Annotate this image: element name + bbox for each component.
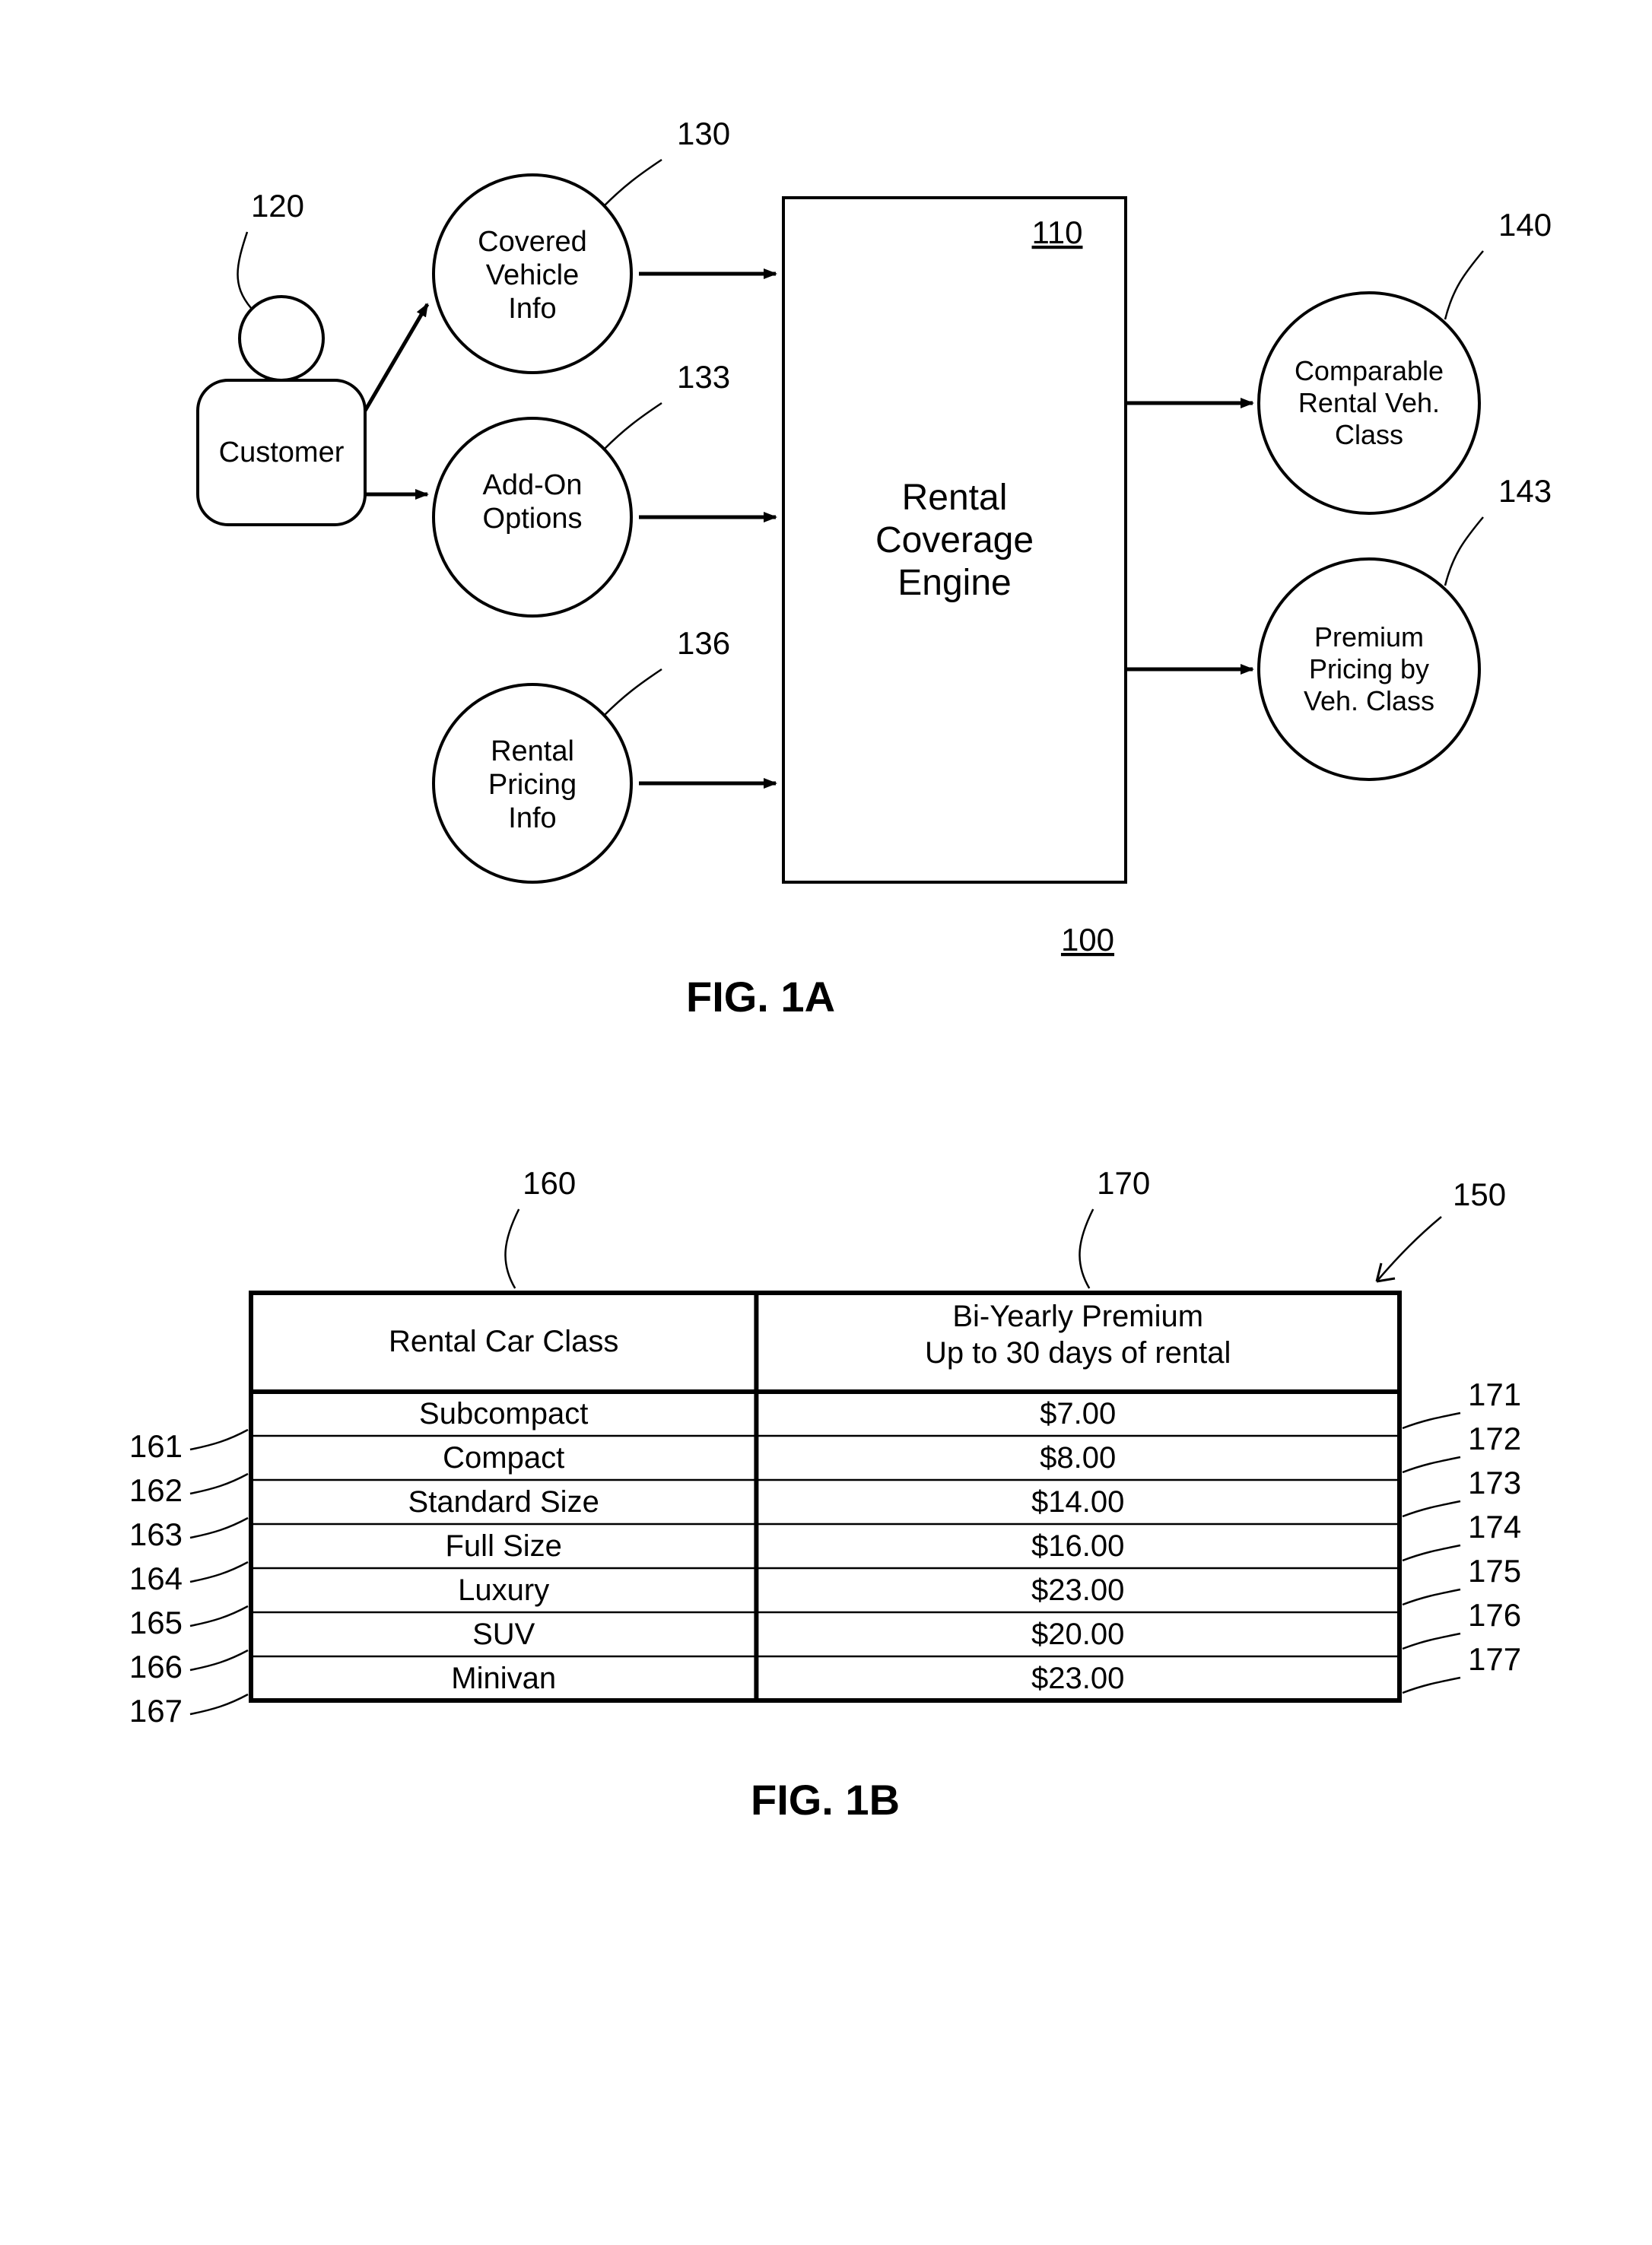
svg-text:PremiumPricing byVeh. Class: PremiumPricing byVeh. Class [1304, 621, 1434, 716]
svg-text:RentalPricingInfo: RentalPricingInfo [488, 735, 577, 834]
svg-text:Subcompact: Subcompact [419, 1397, 588, 1431]
svg-text:150: 150 [1453, 1176, 1506, 1212]
svg-text:FIG. 1A: FIG. 1A [686, 973, 835, 1021]
figure-1a: 110 RentalCoverageEngine 100 Customer 120 Cov… [198, 116, 1552, 1021]
svg-text:CoveredVehicleInfo: CoveredVehicleInfo [478, 226, 587, 325]
svg-text:$16.00: $16.00 [1031, 1529, 1124, 1563]
svg-text:$7.00: $7.00 [1040, 1397, 1116, 1431]
svg-text:Add-OnOptions: Add-OnOptions [483, 469, 583, 535]
svg-text:163: 163 [129, 1516, 183, 1552]
svg-text:177: 177 [1468, 1641, 1521, 1677]
svg-text:133: 133 [677, 359, 730, 395]
svg-text:165: 165 [129, 1605, 183, 1640]
svg-text:162: 162 [129, 1472, 183, 1508]
svg-text:140: 140 [1498, 207, 1552, 243]
svg-text:$8.00: $8.00 [1040, 1441, 1116, 1475]
svg-text:SUV: SUV [472, 1618, 535, 1651]
svg-text:Full Size: Full Size [446, 1529, 562, 1563]
svg-text:Standard Size: Standard Size [408, 1485, 599, 1519]
svg-text:Luxury: Luxury [458, 1573, 549, 1607]
svg-text:100: 100 [1061, 922, 1114, 957]
svg-text:130: 130 [677, 116, 730, 151]
svg-text:176: 176 [1468, 1597, 1521, 1633]
svg-text:161: 161 [129, 1428, 183, 1464]
svg-text:$20.00: $20.00 [1031, 1618, 1124, 1651]
figure-1b: Rental Car Class Bi-Yearly PremiumUp to 3… [129, 1165, 1521, 1824]
svg-text:143: 143 [1498, 473, 1552, 509]
svg-text:174: 174 [1468, 1509, 1521, 1545]
svg-text:166: 166 [129, 1649, 183, 1685]
svg-text:RentalCoverageEngine: RentalCoverageEngine [875, 478, 1034, 603]
svg-text:164: 164 [129, 1561, 183, 1596]
svg-text:171: 171 [1468, 1377, 1521, 1412]
svg-text:167: 167 [129, 1693, 183, 1729]
svg-text:172: 172 [1468, 1421, 1521, 1456]
svg-text:175: 175 [1468, 1553, 1521, 1589]
svg-text:$23.00: $23.00 [1031, 1573, 1124, 1607]
svg-text:160: 160 [523, 1165, 576, 1201]
svg-text:170: 170 [1097, 1165, 1150, 1201]
svg-text:Compact: Compact [443, 1441, 564, 1475]
svg-text:Customer: Customer [219, 437, 345, 468]
svg-text:Rental Car Class: Rental Car Class [389, 1325, 618, 1358]
svg-text:FIG. 1B: FIG. 1B [751, 1776, 900, 1824]
svg-text:120: 120 [251, 188, 304, 224]
svg-text:$23.00: $23.00 [1031, 1662, 1124, 1695]
svg-text:$14.00: $14.00 [1031, 1485, 1124, 1519]
svg-text:Bi-Yearly PremiumUp to 30 days: Bi-Yearly PremiumUp to 30 days of rental [925, 1300, 1231, 1370]
svg-text:110: 110 [1032, 214, 1083, 250]
svg-text:Minivan: Minivan [451, 1662, 556, 1695]
svg-text:ComparableRental Veh.Class: ComparableRental Veh.Class [1295, 355, 1444, 450]
svg-text:173: 173 [1468, 1465, 1521, 1500]
svg-text:136: 136 [677, 625, 730, 661]
